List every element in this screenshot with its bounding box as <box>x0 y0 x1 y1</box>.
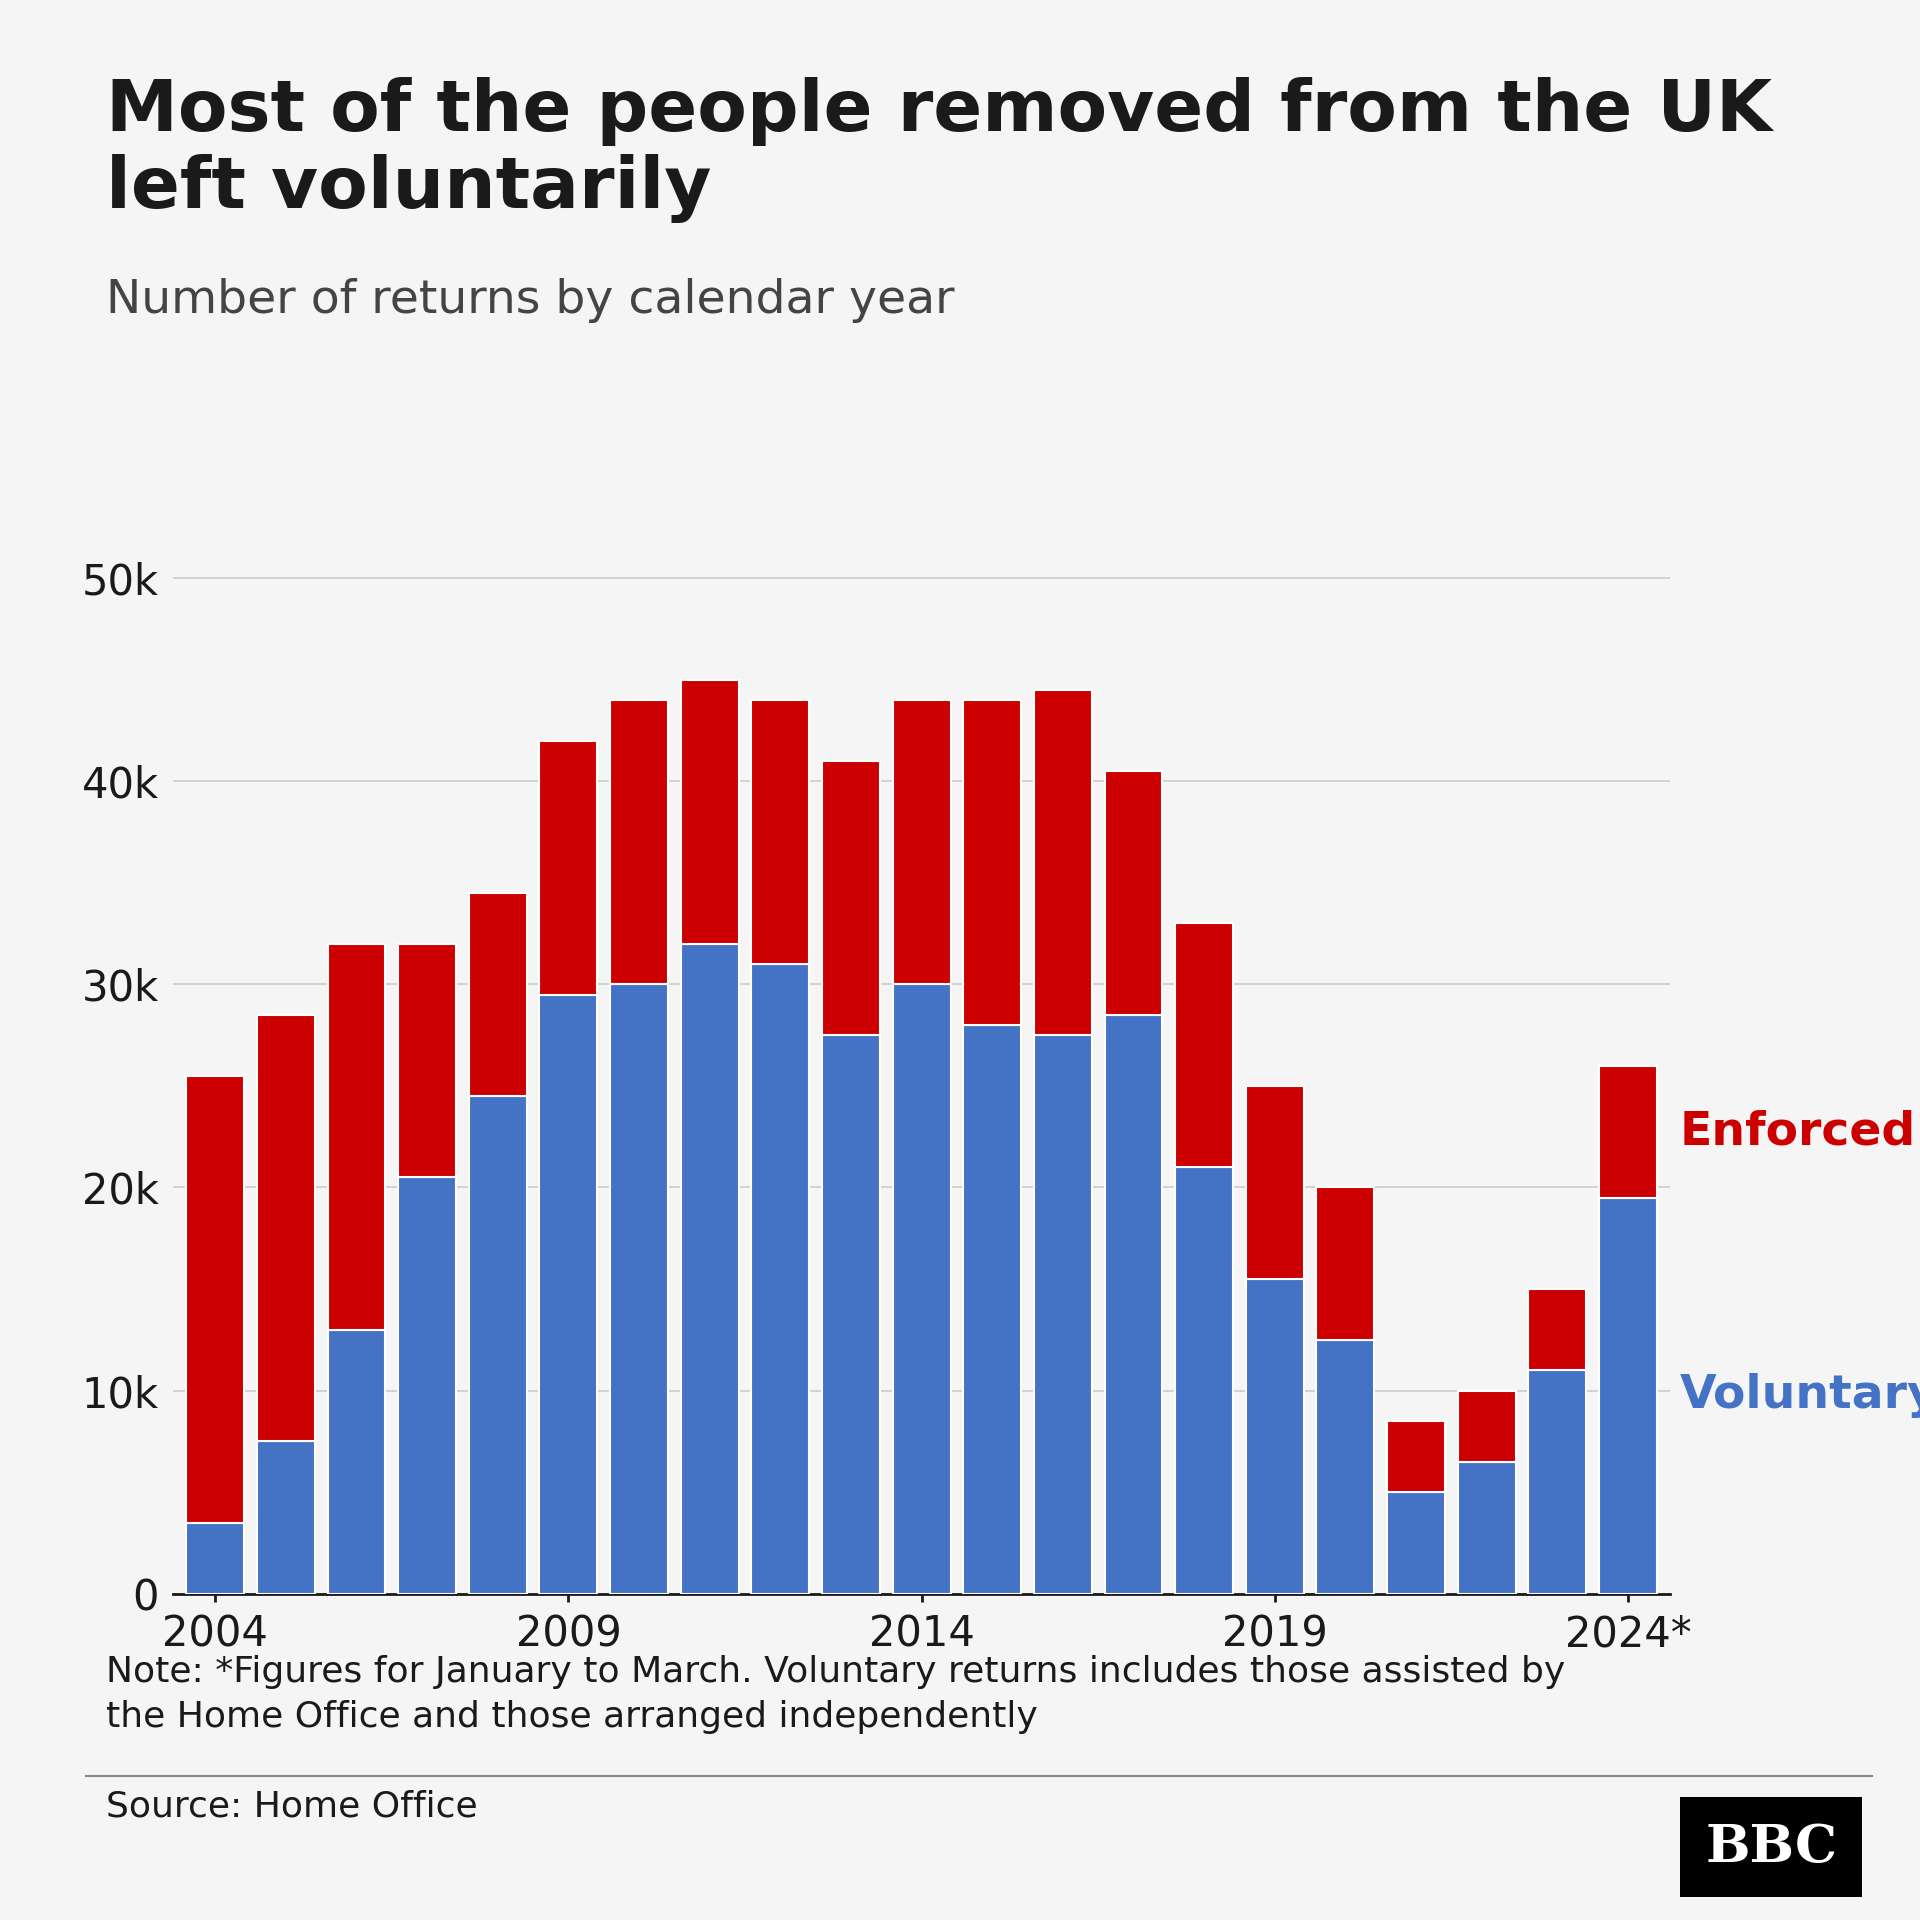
Bar <box>611 985 668 1594</box>
Bar <box>328 945 386 1329</box>
Bar <box>682 945 739 1594</box>
Bar <box>1317 1340 1375 1594</box>
Bar <box>1386 1421 1446 1492</box>
Bar <box>257 1442 315 1594</box>
Bar <box>1104 1016 1162 1594</box>
Text: BBC: BBC <box>1705 1822 1837 1872</box>
Bar <box>611 701 668 985</box>
Bar <box>540 995 597 1594</box>
Bar <box>257 1016 315 1442</box>
Bar <box>468 893 526 1096</box>
Bar <box>1457 1461 1515 1594</box>
Bar <box>822 760 879 1035</box>
Text: Source: Home Office: Source: Home Office <box>106 1789 478 1824</box>
Bar <box>1246 1087 1304 1279</box>
Bar <box>1599 1066 1657 1198</box>
Bar <box>1386 1492 1446 1594</box>
Bar <box>751 964 810 1594</box>
Bar <box>964 1025 1021 1594</box>
Bar <box>328 1329 386 1594</box>
Text: Most of the people removed from the UK
left voluntarily: Most of the people removed from the UK l… <box>106 77 1772 223</box>
Bar <box>1599 1198 1657 1594</box>
Text: Enforced: Enforced <box>1680 1110 1916 1154</box>
Text: Number of returns by calendar year: Number of returns by calendar year <box>106 278 954 323</box>
Bar <box>682 680 739 945</box>
Bar <box>751 701 810 964</box>
Bar <box>186 1075 244 1523</box>
Bar <box>964 701 1021 1025</box>
Bar <box>1528 1288 1586 1371</box>
Bar <box>893 985 950 1594</box>
Bar <box>1175 924 1233 1167</box>
Bar <box>893 701 950 985</box>
Bar <box>822 1035 879 1594</box>
Text: Voluntary: Voluntary <box>1680 1373 1920 1419</box>
Bar <box>1033 1035 1092 1594</box>
Bar <box>1457 1390 1515 1461</box>
Bar <box>1033 689 1092 1035</box>
Bar <box>397 1177 457 1594</box>
Bar <box>186 1523 244 1594</box>
Bar <box>1246 1279 1304 1594</box>
Text: Note: *Figures for January to March. Voluntary returns includes those assisted b: Note: *Figures for January to March. Vol… <box>106 1655 1565 1734</box>
Bar <box>1175 1167 1233 1594</box>
Bar <box>1104 772 1162 1016</box>
Bar <box>468 1096 526 1594</box>
Bar <box>1317 1187 1375 1340</box>
Bar <box>397 945 457 1177</box>
Bar <box>540 741 597 995</box>
Bar <box>1528 1371 1586 1594</box>
